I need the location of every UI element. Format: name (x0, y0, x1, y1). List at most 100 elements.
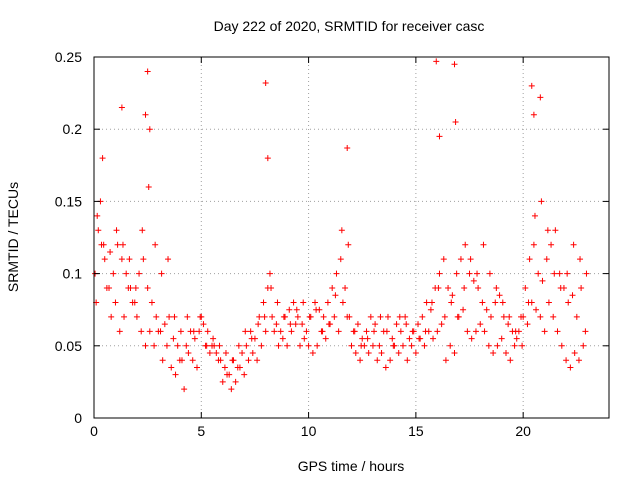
y-tick-labels: 0 0.05 0.1 0.15 0.2 0.25 (55, 49, 82, 426)
data-point (319, 328, 326, 335)
data-points (92, 58, 590, 393)
data-point (320, 313, 327, 320)
data-point (525, 299, 532, 306)
data-point (333, 270, 340, 277)
data-point (462, 241, 469, 248)
data-point (433, 58, 440, 65)
data-point (287, 321, 294, 328)
data-point (222, 350, 229, 357)
data-point (533, 306, 540, 313)
data-point (123, 270, 130, 277)
data-point (543, 256, 550, 263)
data-point (567, 364, 574, 371)
x-tick-label: 15 (408, 423, 424, 439)
data-point (483, 306, 490, 313)
data-point (492, 299, 499, 306)
data-point (442, 357, 449, 364)
data-point (159, 357, 166, 364)
data-point (146, 328, 153, 335)
data-point (582, 328, 589, 335)
data-point (262, 328, 269, 335)
data-point (138, 328, 145, 335)
data-point (400, 342, 406, 349)
data-point (126, 256, 133, 263)
data-point (415, 321, 422, 328)
data-point (248, 335, 255, 342)
data-point (324, 299, 331, 306)
data-point (280, 313, 287, 320)
data-point (176, 357, 183, 364)
data-point (144, 285, 151, 292)
data-point (558, 342, 565, 349)
data-point (537, 94, 544, 101)
data-point (396, 313, 403, 320)
data-point (367, 313, 374, 320)
data-point (241, 371, 248, 378)
data-point (297, 342, 303, 349)
data-point (357, 357, 364, 364)
y-tick-label: 0.15 (55, 193, 82, 209)
data-point (197, 313, 204, 320)
grid (94, 57, 609, 418)
data-point (288, 328, 295, 335)
data-point (393, 321, 400, 328)
data-point (338, 227, 345, 234)
data-point (365, 350, 372, 357)
data-point (277, 328, 284, 335)
data-point (146, 126, 153, 133)
data-point (513, 335, 520, 342)
data-point (206, 350, 213, 357)
data-point (185, 350, 192, 357)
data-point (216, 342, 223, 349)
data-point (158, 270, 165, 277)
data-point (505, 321, 512, 328)
data-point (461, 285, 468, 292)
data-point (103, 285, 110, 292)
data-point (416, 335, 423, 342)
data-point (139, 227, 146, 234)
data-point (264, 155, 271, 162)
data-point (210, 335, 217, 342)
data-point (313, 306, 320, 313)
data-point (403, 321, 410, 328)
data-point (374, 357, 381, 364)
data-point (271, 328, 278, 335)
data-point (236, 364, 243, 371)
data-point (332, 292, 339, 299)
data-point (364, 335, 371, 342)
data-point (358, 342, 365, 349)
data-point (419, 313, 426, 320)
data-point (430, 335, 437, 342)
data-point (390, 342, 397, 349)
data-point (550, 313, 557, 320)
data-point (148, 299, 155, 306)
x-axis-label: GPS time / hours (298, 458, 405, 474)
data-point (245, 357, 252, 364)
data-point (243, 342, 250, 349)
data-point (530, 241, 537, 248)
data-point (384, 313, 391, 320)
data-point (554, 328, 561, 335)
data-point (408, 342, 415, 349)
data-point (140, 256, 147, 263)
data-point (348, 342, 355, 349)
data-point (194, 364, 200, 371)
data-point (344, 144, 351, 151)
data-point (235, 342, 242, 349)
data-point (136, 270, 143, 277)
data-point (110, 270, 117, 277)
data-point (204, 328, 211, 335)
data-point (565, 299, 572, 306)
data-point (273, 321, 280, 328)
data-point (583, 270, 590, 277)
data-point (294, 313, 301, 320)
data-point (436, 133, 443, 140)
data-point (203, 342, 210, 349)
data-point (545, 299, 552, 306)
data-point (261, 313, 268, 320)
data-point (494, 342, 501, 349)
data-point (286, 306, 293, 313)
data-point (522, 285, 529, 292)
x-tick-label: 5 (197, 423, 205, 439)
data-point (422, 328, 429, 335)
